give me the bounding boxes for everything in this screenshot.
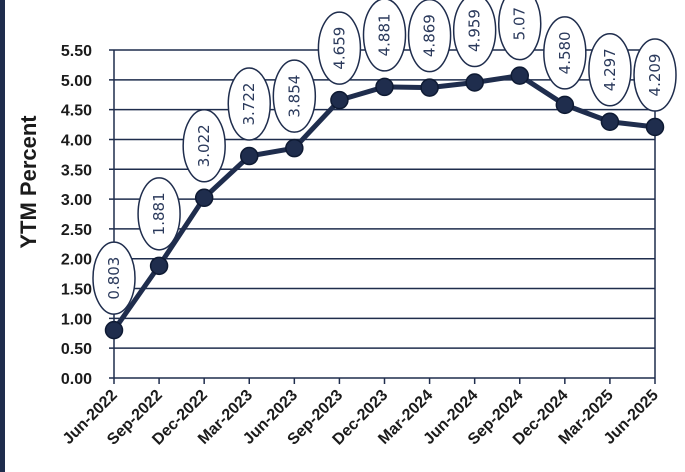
data-label-bubble (227, 67, 271, 141)
data-label-text: 3.854 (285, 75, 303, 118)
data-point (465, 73, 484, 92)
y-axis-ticks: 0.00 0.50 1.00 1.50 2.00 2.50 3.00 3.50 4.00 4.50… (61, 43, 92, 388)
data-point (375, 77, 394, 97)
data-label: 4.881 (362, 0, 407, 72)
data-label: 4.659 (317, 11, 362, 85)
data-label: 5.07 (498, 0, 542, 61)
data-label: 3.722 (227, 67, 271, 141)
data-label: 4.869 (407, 0, 452, 73)
data-label-bubble (633, 38, 677, 112)
data-label-text: 3.022 (195, 124, 213, 167)
data-label-text: 3.722 (240, 83, 258, 126)
data-label-text: 4.881 (376, 13, 394, 56)
y-tick-label: 3.00 (61, 192, 92, 209)
data-label-bubble (92, 241, 136, 315)
data-label: 0.803 (92, 241, 136, 315)
data-label-bubble (543, 16, 587, 90)
data-point (420, 78, 439, 97)
data-label-text: 4.297 (601, 48, 619, 91)
data-series (104, 66, 665, 340)
data-label-text: 0.803 (105, 257, 123, 300)
data-point (330, 90, 349, 110)
data-label-bubble (272, 59, 317, 133)
y-tick-label: 5.50 (61, 43, 92, 60)
y-tick-label: 2.50 (61, 222, 92, 239)
left-border (0, 0, 5, 472)
data-label-text: 4.659 (330, 27, 348, 70)
data-label-bubble (452, 0, 497, 68)
data-label-bubble (588, 32, 632, 107)
y-tick-label: 4.00 (61, 132, 92, 149)
data-point (104, 320, 124, 340)
data-label-text: 5.07 (511, 7, 529, 40)
data-label-bubble (498, 0, 542, 61)
data-label-bubble (137, 177, 181, 251)
data-labels: 0.803 1.881 3.022 3.722 3.854 4.659 4.881 4.869… (92, 0, 677, 315)
data-label-text: 4.580 (556, 31, 574, 74)
data-point (240, 146, 259, 166)
data-point (600, 112, 620, 131)
y-tick-label: 1.00 (61, 311, 92, 328)
data-label: 4.959 (452, 0, 497, 68)
data-label-text: 4.209 (646, 54, 664, 97)
data-label: 1.881 (137, 177, 181, 251)
data-label-text: 1.881 (150, 192, 168, 235)
data-label: 3.854 (272, 59, 317, 133)
y-tick-label: 0.00 (61, 371, 92, 388)
y-tick-label: 3.50 (61, 162, 92, 179)
data-label: 4.209 (633, 38, 677, 112)
x-axis-ticks: Jun-2022Sep-2022Dec-2022Mar-2023Jun-2023… (60, 378, 662, 449)
data-label-text: 4.869 (421, 14, 439, 57)
y-tick-label: 2.00 (61, 252, 92, 269)
data-label: 4.580 (543, 16, 587, 90)
data-label-bubble (182, 109, 226, 183)
y-tick-label: 0.50 (61, 341, 92, 358)
data-label-text: 4.959 (466, 9, 484, 52)
y-tick-label: 5.00 (61, 73, 92, 90)
data-point (510, 66, 529, 85)
data-point (194, 188, 214, 208)
data-label: 3.022 (182, 109, 226, 183)
data-point (149, 256, 169, 276)
y-tick-label: 1.50 (61, 282, 92, 299)
data-label: 4.297 (588, 32, 632, 107)
y-tick-label: 4.50 (61, 103, 92, 120)
data-point (555, 95, 575, 115)
data-label-bubble (317, 11, 362, 85)
data-point (285, 138, 304, 158)
data-label-bubble (407, 0, 452, 73)
data-point (645, 117, 665, 137)
data-label-bubble (362, 0, 407, 72)
y-axis-label: YTM Percent (16, 115, 41, 249)
